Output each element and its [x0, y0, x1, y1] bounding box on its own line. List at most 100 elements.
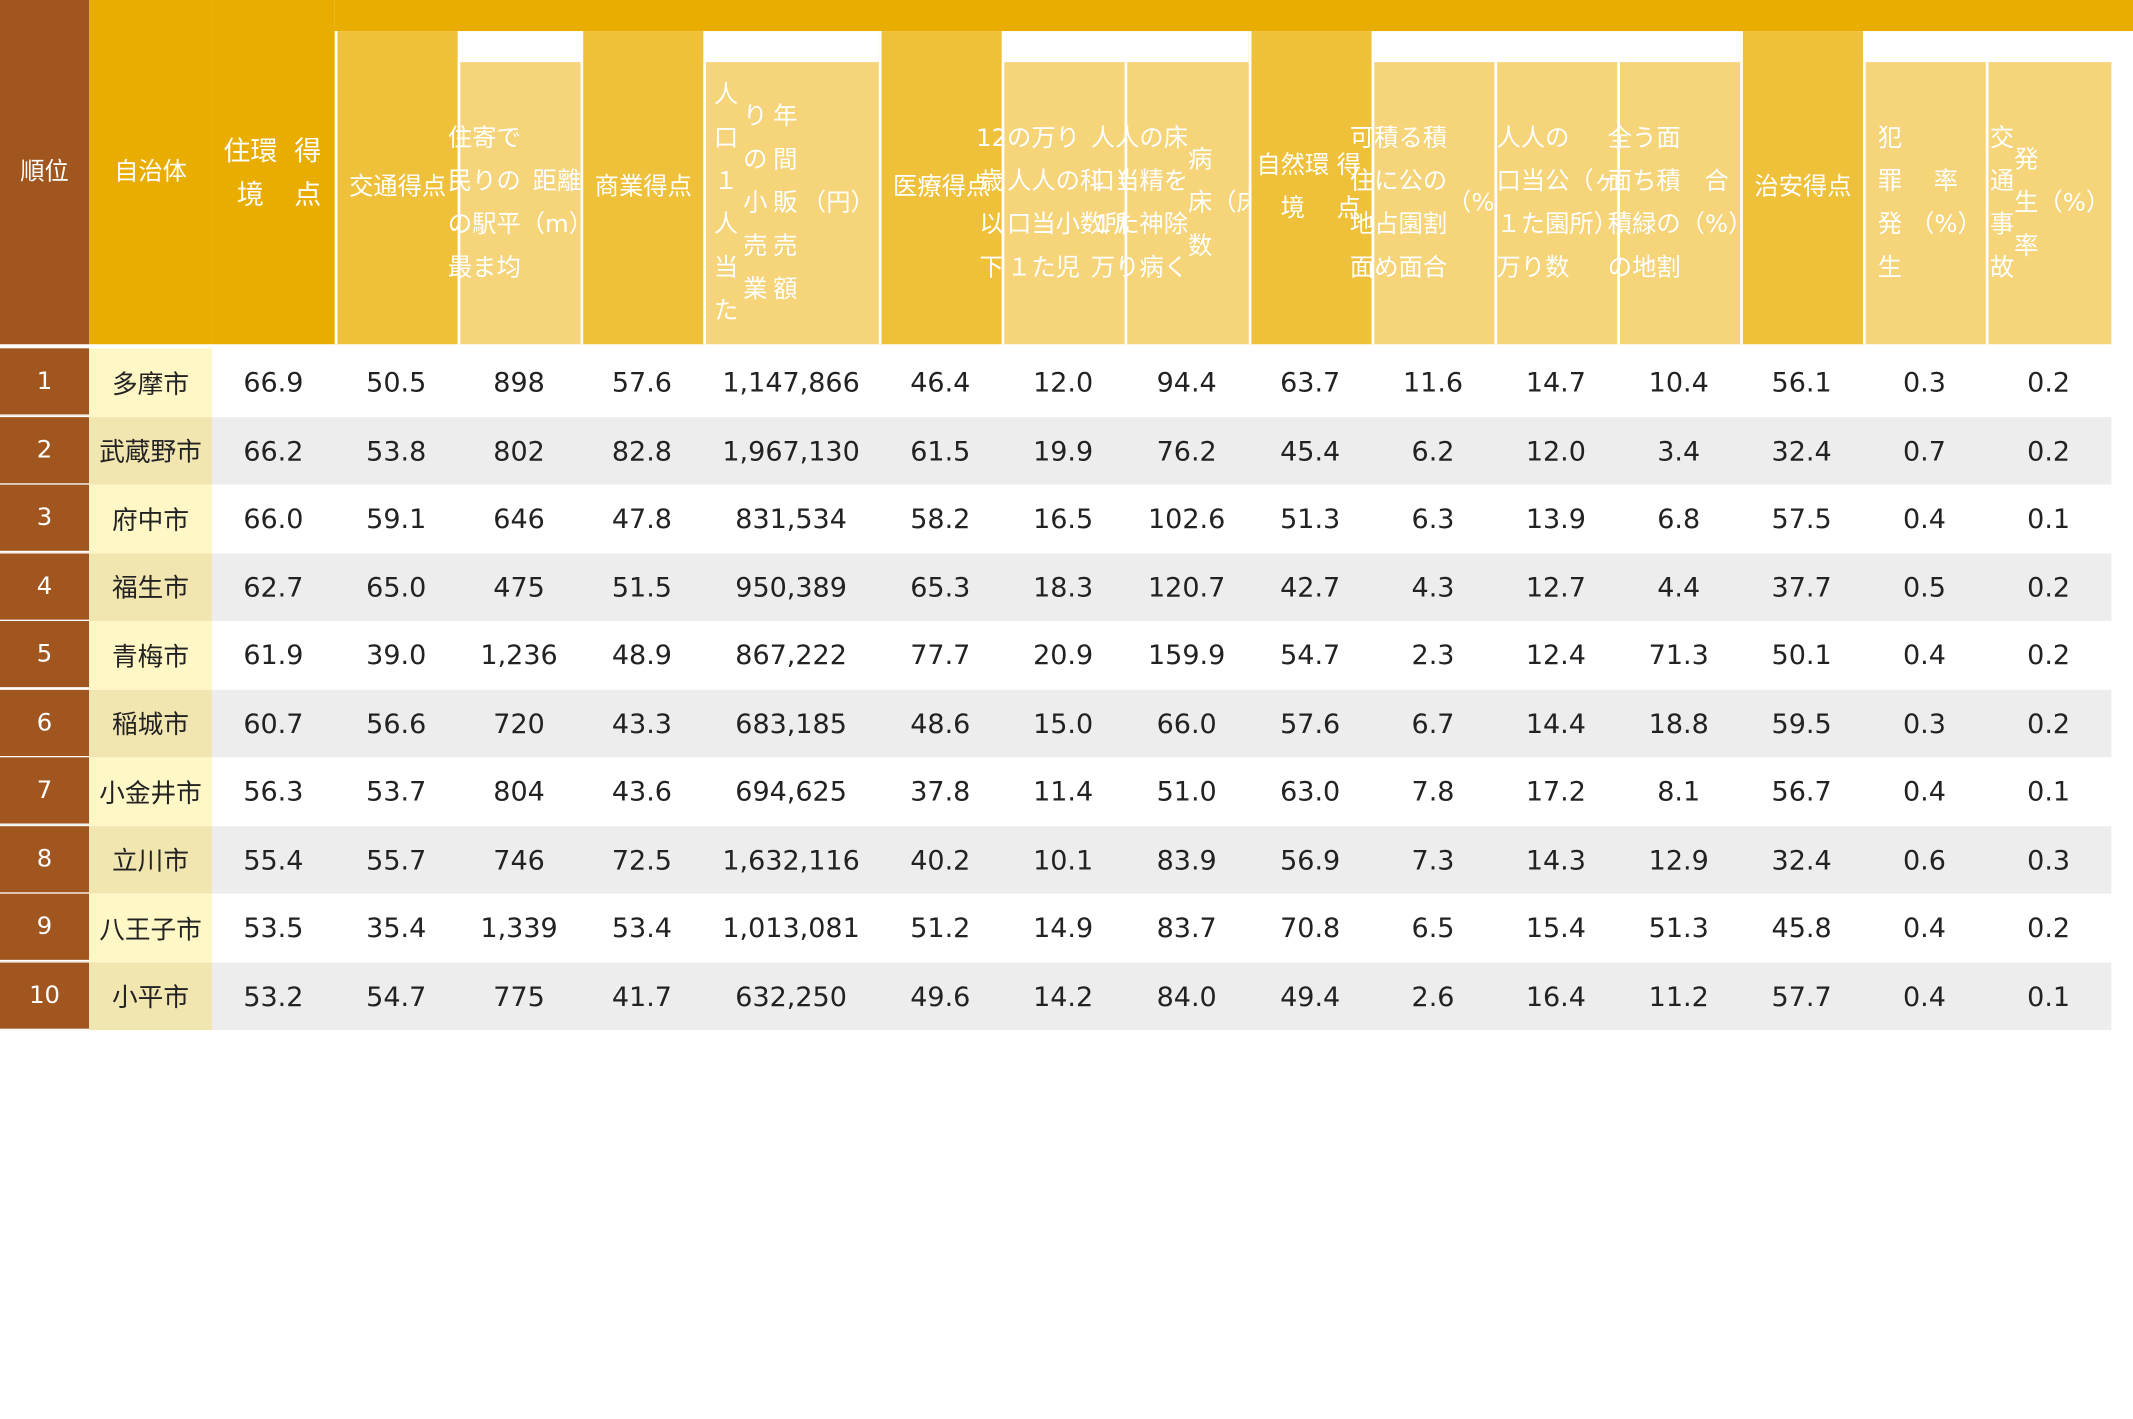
header-line: 得点 — [643, 172, 692, 202]
value-cell-transport-score: 59.1 — [366, 502, 427, 535]
value-cell-nature-score: 51.3 — [1280, 502, 1341, 535]
value-cell-parks-per-10k: 12.4 — [1525, 638, 1586, 672]
header-transport-score: 交通 得点 — [334, 31, 458, 345]
value-cell-green-ratio: 10.4 — [1648, 366, 1709, 399]
value-cell-retail-sales: 632,250 — [735, 979, 847, 1013]
table-row — [211, 552, 2112, 621]
value-cell-traffic-accident-rate: 0.2 — [2027, 570, 2071, 604]
value-cell-commerce-score: 43.6 — [611, 775, 672, 808]
value-cell-pediatrics: 14.2 — [1033, 979, 1094, 1013]
header-medical-score: 医療 得点 — [878, 31, 1002, 345]
value-cell-crime-rate: 0.4 — [1902, 502, 1946, 535]
value-cell-pediatrics: 16.5 — [1033, 502, 1094, 535]
value-cell-medical-score: 77.7 — [910, 638, 971, 672]
value-cell-station-distance: 1,339 — [480, 911, 558, 944]
value-cell-retail-sales: 950,389 — [735, 570, 847, 604]
header-line: 年 間 販 売 額 — [773, 101, 798, 304]
value-cell-safety-score: 56.7 — [1771, 775, 1832, 808]
value-cell-parks-per-10k: 12.7 — [1525, 570, 1586, 604]
header-line: りの小売業 — [743, 101, 768, 304]
value-cell-parks-per-10k: 14.4 — [1525, 707, 1586, 740]
value-cell-park-area-ratio: 7.3 — [1411, 843, 1455, 876]
value-cell-crime-rate: 0.4 — [1902, 638, 1946, 672]
rank-cell: 2 — [0, 416, 90, 484]
value-cell-transport-score: 65.0 — [366, 570, 427, 604]
value-cell-pediatrics: 12.0 — [1033, 366, 1094, 399]
value-cell-living-score: 60.7 — [243, 707, 304, 740]
value-cell-parks-per-10k: 15.4 — [1525, 911, 1586, 944]
header-line: での平均 — [496, 123, 521, 282]
header-line: うち緑地 — [1632, 123, 1657, 282]
header-line: 人口１万 — [1496, 123, 1521, 282]
value-cell-traffic-accident-rate: 0.2 — [2027, 638, 2071, 672]
header-line: 全面積の — [1607, 123, 1633, 282]
value-cell-parks-per-10k: 17.2 — [1525, 775, 1586, 808]
header-line: 自然環境 — [1256, 151, 1330, 223]
header-line: 科数 — [1079, 166, 1105, 239]
value-cell-hospital-beds: 159.9 — [1147, 638, 1226, 672]
value-cell-safety-score: 57.7 — [1771, 979, 1832, 1013]
header-line: 得点 — [294, 134, 322, 210]
header-line: （%） — [2038, 188, 2111, 217]
value-cell-hospital-beds: 120.7 — [1147, 570, 1226, 604]
value-cell-transport-score: 50.5 — [366, 366, 427, 399]
value-cell-medical-score: 40.2 — [910, 843, 971, 876]
value-cell-park-area-ratio: 6.3 — [1411, 502, 1455, 535]
value-cell-hospital-beds: 84.0 — [1156, 979, 1217, 1013]
value-cell-nature-score: 63.7 — [1280, 366, 1341, 399]
value-cell-traffic-accident-rate: 0.3 — [2027, 843, 2071, 876]
value-cell-station-distance: 1,236 — [480, 638, 558, 672]
header-line: 人当たり — [1115, 123, 1140, 282]
value-cell-transport-score: 55.7 — [366, 843, 427, 876]
value-cell-green-ratio: 12.9 — [1648, 843, 1709, 876]
header-crime-rate: 犯罪発生 率（%） — [1863, 62, 1986, 345]
value-cell-park-area-ratio: 11.6 — [1402, 366, 1464, 399]
header-line: 交通事故 — [1989, 123, 2015, 282]
header-station-distance: 住民の最 寄り駅ま での平均 距離（m） — [448, 62, 593, 345]
value-cell-commerce-score: 82.8 — [611, 434, 672, 467]
value-cell-retail-sales: 683,185 — [735, 707, 847, 740]
value-cell-green-ratio: 71.3 — [1648, 638, 1709, 672]
value-cell-living-score: 66.2 — [243, 434, 304, 467]
table-row — [211, 348, 2112, 417]
table-row — [211, 961, 2112, 1031]
rank-cell: 3 — [0, 484, 90, 553]
value-cell-nature-score: 42.7 — [1280, 570, 1341, 604]
header-line: 犯罪発生 — [1877, 123, 1903, 282]
header-line: 人当たり — [1520, 123, 1546, 282]
value-cell-crime-rate: 0.3 — [1902, 366, 1946, 399]
header-line: （円） — [801, 188, 875, 217]
header-line: 人口１人当た — [713, 80, 739, 325]
header-line: 12 歳以下 — [976, 123, 1008, 282]
value-cell-pediatrics: 15.0 — [1033, 707, 1094, 740]
value-cell-pediatrics: 20.9 — [1033, 638, 1094, 672]
rank-cell: 10 — [0, 961, 90, 1030]
value-cell-hospital-beds: 76.2 — [1156, 434, 1217, 467]
value-cell-pediatrics: 11.4 — [1033, 775, 1094, 808]
value-cell-parks-per-10k: 12.0 — [1525, 434, 1586, 467]
value-cell-traffic-accident-rate: 0.1 — [2027, 502, 2071, 535]
value-cell-safety-score: 37.7 — [1771, 570, 1832, 604]
header-line: の精神病 — [1139, 123, 1164, 282]
rank-cell: 5 — [0, 621, 90, 689]
value-cell-safety-score: 32.4 — [1771, 434, 1832, 467]
value-cell-commerce-score: 47.8 — [611, 502, 672, 535]
value-cell-park-area-ratio: 6.2 — [1411, 434, 1455, 467]
value-cell-green-ratio: 3.4 — [1657, 434, 1701, 467]
header-green-ratio: 全面積の うち緑地 面積の割 合（%） — [1608, 62, 1752, 345]
header-line: る公園面 — [1398, 123, 1423, 282]
header-line: 万人当た — [1031, 123, 1056, 282]
value-cell-living-score: 56.3 — [243, 775, 304, 808]
value-cell-nature-score: 56.9 — [1280, 843, 1341, 876]
value-cell-living-score: 53.5 — [243, 911, 304, 944]
value-cell-traffic-accident-rate: 0.1 — [2027, 979, 2071, 1013]
value-cell-pediatrics: 14.9 — [1033, 911, 1094, 944]
rank-cell: 7 — [0, 757, 90, 825]
rank-cell: 6 — [0, 689, 90, 757]
value-cell-transport-score: 56.6 — [366, 707, 427, 740]
header-park-area-ratio: 可住地面 積に占め る公園面 積の割合 （%） — [1350, 62, 1519, 345]
value-cell-commerce-score: 51.5 — [611, 570, 672, 604]
value-cell-hospital-beds: 94.4 — [1156, 366, 1217, 399]
